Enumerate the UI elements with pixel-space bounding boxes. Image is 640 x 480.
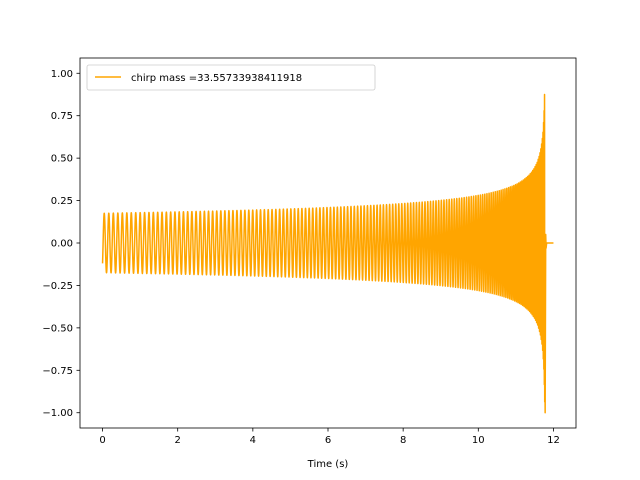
x-tick-label: 4: [250, 435, 256, 446]
y-tick-label: 0.75: [51, 111, 73, 122]
x-axis-label: Time (s): [307, 459, 349, 470]
x-tick-label: 0: [99, 435, 105, 446]
x-axis: 0 2 4 6 8 10 12: [99, 428, 560, 446]
y-tick-label: 1.00: [51, 69, 73, 80]
x-tick-label: 6: [325, 435, 331, 446]
y-tick-label: −0.50: [42, 323, 73, 334]
legend: chirp mass =33.55733938411918: [86, 64, 376, 91]
y-tick-label: 0.50: [51, 154, 73, 165]
y-tick-label: −0.25: [42, 281, 73, 292]
legend-box: [86, 64, 376, 91]
x-tick-label: 12: [547, 435, 560, 446]
y-tick-label: 0.00: [51, 239, 73, 250]
series-layer: [101, 93, 554, 414]
x-tick-label: 10: [472, 435, 485, 446]
y-tick-label: −0.75: [42, 366, 73, 377]
x-tick-label: 8: [400, 435, 406, 446]
series-line-chirp: [101, 93, 554, 414]
legend-label: chirp mass =33.55733938411918: [131, 73, 302, 84]
x-tick-label: 2: [175, 435, 181, 446]
y-axis: −1.00 −0.75 −0.50 −0.25 0.00 0.25 0.50 0.75 1.00: [42, 69, 80, 419]
y-tick-label: −1.00: [42, 408, 73, 419]
y-tick-label: 0.25: [51, 196, 73, 207]
